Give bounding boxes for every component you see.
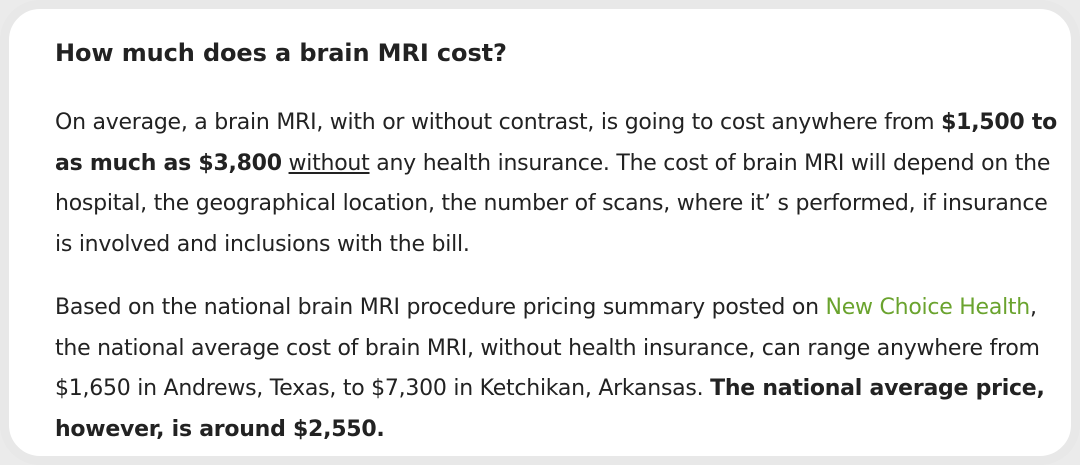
price-range-bold: $1,500 to as much as $3,800 bbox=[55, 110, 1058, 176]
paragraph-2-intro: Based on the national brain MRI procedur… bbox=[55, 295, 826, 320]
paragraph-average-cost: On average, a brain MRI, with or without… bbox=[55, 103, 1065, 265]
paragraph-1-space bbox=[282, 151, 289, 176]
article-content: How much does a brain MRI cost? On avera… bbox=[55, 37, 1065, 450]
new-choice-health-link[interactable]: New Choice Health bbox=[825, 295, 1031, 320]
paragraph-1-intro: On average, a brain MRI, with or without… bbox=[55, 110, 942, 135]
paragraph-national-average: Based on the national brain MRI procedur… bbox=[55, 288, 1065, 450]
paragraph-2-middle: , the national average cost of brain MRI… bbox=[55, 295, 1040, 401]
without-underlined: without bbox=[288, 150, 370, 176]
article-heading: How much does a brain MRI cost? bbox=[55, 39, 507, 67]
paragraph-1-rest: any health insurance. The cost of brain … bbox=[55, 150, 1051, 257]
national-average-bold: The national average price, however, is … bbox=[55, 376, 1045, 442]
